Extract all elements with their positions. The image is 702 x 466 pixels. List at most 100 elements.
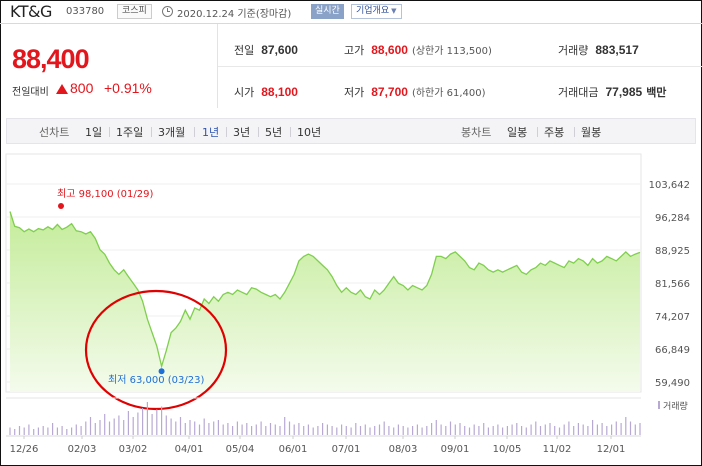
period-3m[interactable]: 3개월 bbox=[158, 126, 186, 139]
volume-bar bbox=[326, 424, 328, 435]
chevron-down-icon: ▼ bbox=[391, 7, 397, 15]
volume-bar bbox=[18, 426, 21, 435]
volume-bar bbox=[151, 414, 153, 435]
stat-value: 77,985 bbox=[605, 85, 643, 99]
candle-daily[interactable]: 일봉 bbox=[507, 126, 528, 139]
volume-bar bbox=[170, 418, 172, 435]
volume-bar bbox=[412, 426, 414, 435]
volume-bar bbox=[468, 427, 471, 435]
y-tick-label: 96,284 bbox=[655, 213, 690, 224]
y-tick-label: 66,849 bbox=[655, 345, 690, 356]
x-tick-label: 07/01 bbox=[332, 444, 361, 455]
volume-bar bbox=[341, 424, 343, 435]
volume-bar bbox=[132, 417, 134, 435]
volume-bar bbox=[246, 423, 248, 435]
volume-bar bbox=[606, 426, 608, 435]
volume-bar bbox=[113, 418, 115, 435]
volume-bar bbox=[104, 414, 106, 435]
as-of-date: 2020.12.24 기준(장마감) bbox=[177, 9, 292, 20]
volume-bar bbox=[298, 423, 300, 435]
period-divider bbox=[151, 127, 152, 137]
y-tick-label: 59,490 bbox=[655, 378, 690, 389]
volume-bar bbox=[445, 426, 447, 435]
stat-volume: 거래량 883,517 bbox=[558, 42, 639, 58]
volume-bar bbox=[388, 426, 390, 435]
volume-bar bbox=[383, 421, 385, 435]
volume-bar bbox=[265, 426, 267, 435]
x-tick-label: 04/01 bbox=[175, 444, 204, 455]
x-tick-label: 03/02 bbox=[119, 444, 148, 455]
company-overview-button[interactable]: 기업개요 ▼ bbox=[351, 4, 402, 19]
volume-bar bbox=[203, 418, 205, 435]
volume-bar bbox=[397, 424, 399, 435]
volume-bar bbox=[573, 426, 575, 435]
volume-bar bbox=[194, 421, 196, 435]
candle-weekly[interactable]: 주봉 bbox=[544, 126, 565, 139]
realtime-button[interactable]: 실시간 bbox=[311, 4, 344, 19]
volume-bar bbox=[161, 406, 163, 435]
volume-bar bbox=[227, 423, 229, 435]
volume-bar bbox=[293, 424, 295, 435]
volume-bar bbox=[535, 421, 537, 435]
volume-bar bbox=[33, 429, 35, 435]
volume-bar bbox=[94, 423, 96, 435]
volume-bar bbox=[303, 426, 305, 435]
x-tick-label: 02/03 bbox=[68, 444, 97, 455]
volume-bar bbox=[274, 424, 276, 435]
volume-bar bbox=[255, 424, 257, 435]
stat-label: 거래대금 bbox=[558, 86, 599, 99]
price-chart[interactable]: 103,642 96,284 88,925 81,566 74,207 66,849 59,… bbox=[0, 150, 702, 466]
volume-bar bbox=[28, 424, 30, 435]
volume-bar bbox=[364, 424, 366, 435]
volume-bar bbox=[123, 420, 125, 435]
period-3y[interactable]: 3년 bbox=[233, 126, 251, 139]
volume-bar bbox=[156, 409, 158, 435]
volume-bar bbox=[56, 427, 58, 435]
volume-bar bbox=[175, 421, 177, 435]
volume-bar bbox=[52, 423, 54, 435]
volume-bar bbox=[184, 423, 186, 435]
company-name[interactable]: KT&G bbox=[10, 2, 52, 21]
candle-monthly[interactable]: 월봉 bbox=[581, 126, 602, 139]
stat-value: 88,100 bbox=[261, 85, 298, 99]
volume-bar bbox=[596, 424, 598, 435]
volume-bar bbox=[407, 427, 409, 435]
period-1d[interactable]: 1일 bbox=[85, 126, 103, 139]
x-tick-label: 06/01 bbox=[279, 444, 308, 455]
volume-bar bbox=[549, 423, 551, 435]
volume-bar bbox=[464, 426, 466, 435]
stat-trade-value: 거래대금 77,985 백만 bbox=[558, 84, 666, 100]
volume-bar bbox=[66, 429, 68, 435]
change-amount: 800 bbox=[70, 80, 94, 96]
stat-value: 87,600 bbox=[261, 43, 298, 57]
change-percent: +0.91% bbox=[104, 80, 152, 96]
stat-high: 고가 88,600 (상한가 113,500) bbox=[344, 42, 492, 58]
period-divider bbox=[109, 127, 110, 137]
volume-bar bbox=[71, 427, 73, 435]
period-5y[interactable]: 5년 bbox=[265, 126, 283, 139]
volume-bar bbox=[539, 426, 542, 435]
volume-bar bbox=[634, 424, 636, 435]
price-chart-svg: 103,642 96,284 88,925 81,566 74,207 66,849 59,… bbox=[5, 153, 690, 455]
volume-bar bbox=[582, 424, 584, 435]
stock-header: KT&G 033780 코스피 2020.12.24 기준(장마감) 실시간 기… bbox=[0, 0, 702, 24]
volume-bar bbox=[544, 424, 546, 435]
clock-icon bbox=[162, 6, 173, 17]
stat-label: 거래량 bbox=[558, 44, 589, 57]
x-tick-label: 08/03 bbox=[389, 444, 418, 455]
price-line bbox=[9, 211, 641, 369]
price-area bbox=[10, 211, 640, 392]
volume-bar bbox=[374, 426, 376, 435]
period-1y[interactable]: 1년 bbox=[202, 126, 220, 139]
period-10y[interactable]: 10년 bbox=[297, 126, 322, 139]
volume-bar bbox=[127, 411, 129, 435]
x-tick-label: 09/01 bbox=[441, 444, 470, 455]
period-divider bbox=[226, 127, 227, 137]
volume-bar bbox=[393, 427, 395, 435]
period-bar: 선차트 1일 1주일 3개월 1년 3년 5년 10년 봉차트 일봉 주봉 월봉 bbox=[6, 118, 696, 144]
period-1w[interactable]: 1주일 bbox=[116, 126, 144, 139]
volume-bar bbox=[421, 427, 423, 435]
volume-bar bbox=[435, 420, 437, 435]
y-tick-label: 103,642 bbox=[649, 180, 690, 191]
volume-bar bbox=[568, 421, 570, 435]
